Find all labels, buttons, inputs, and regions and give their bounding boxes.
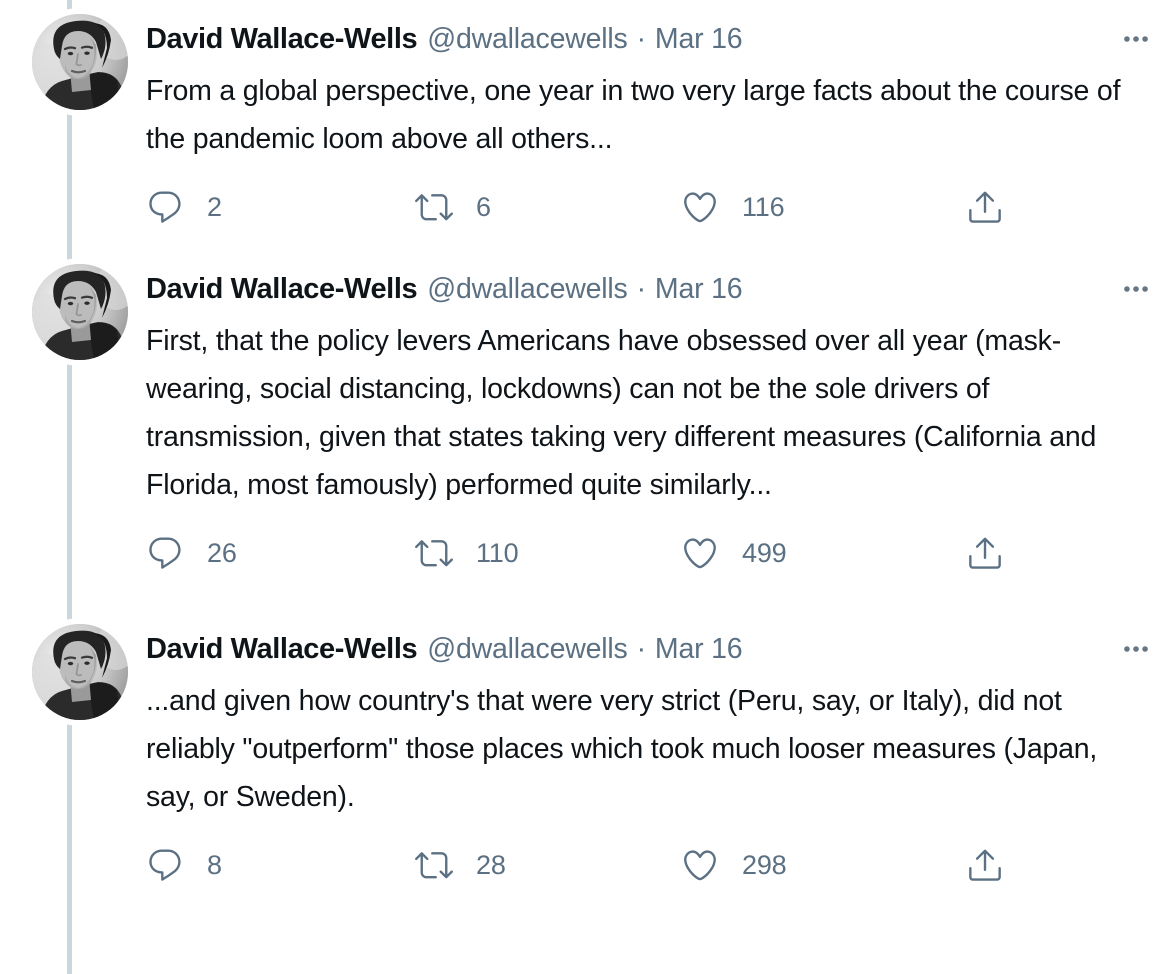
header-separator: ·	[636, 273, 647, 305]
action-bar: 26 110 499	[146, 532, 1012, 574]
tweet-date[interactable]: Mar 16	[654, 633, 743, 665]
avatar[interactable]	[32, 14, 128, 110]
like-button[interactable]: 298	[681, 846, 966, 884]
tweet-gutter	[32, 264, 128, 574]
retweet-count: 110	[476, 537, 519, 568]
share-button[interactable]	[966, 846, 1004, 884]
avatar[interactable]	[32, 264, 128, 360]
reply-icon	[146, 846, 184, 884]
tweet-text: ...and given how country's that were ver…	[146, 685, 1098, 813]
retweet-button[interactable]: 28	[415, 846, 681, 884]
like-count: 116	[742, 191, 785, 222]
retweet-icon	[415, 188, 453, 226]
retweet-button[interactable]: 110	[415, 534, 681, 572]
retweet-icon	[415, 534, 453, 572]
author-name[interactable]: David Wallace-Wells	[146, 23, 418, 55]
tweet-2[interactable]: David Wallace-Wells @dwallacewells · Mar…	[0, 264, 1176, 574]
more-button[interactable]	[1112, 630, 1158, 668]
author-handle[interactable]: @dwallacewells	[427, 633, 628, 665]
reply-icon	[146, 188, 184, 226]
reply-button[interactable]: 2	[146, 188, 415, 226]
author-handle[interactable]: @dwallacewells	[427, 23, 628, 55]
tweet-content: David Wallace-Wells @dwallacewells · Mar…	[146, 14, 1158, 228]
tweet-text: From a global perspective, one year in t…	[146, 75, 1121, 155]
share-up-arrow-icon	[966, 846, 1004, 884]
retweet-button[interactable]: 6	[415, 188, 681, 226]
reply-button[interactable]: 8	[146, 846, 415, 884]
tweet-3[interactable]: David Wallace-Wells @dwallacewells · Mar…	[0, 624, 1176, 886]
profile-photo-icon	[32, 624, 128, 720]
tweet-content: David Wallace-Wells @dwallacewells · Mar…	[146, 624, 1158, 886]
author-handle[interactable]: @dwallacewells	[427, 273, 628, 305]
retweet-count: 6	[476, 191, 491, 222]
action-bar: 8 28 298	[146, 844, 1012, 886]
reply-icon	[146, 534, 184, 572]
reply-count: 8	[207, 849, 222, 880]
reply-count: 26	[207, 537, 237, 568]
tweet-gutter	[32, 14, 128, 228]
like-button[interactable]: 116	[681, 188, 966, 226]
retweet-icon	[415, 846, 453, 884]
reply-count: 2	[207, 191, 222, 222]
three-dots-more-icon	[1114, 23, 1158, 55]
heart-icon	[681, 534, 719, 572]
more-button[interactable]	[1112, 20, 1158, 58]
reply-button[interactable]: 26	[146, 534, 415, 572]
author-name[interactable]: David Wallace-Wells	[146, 273, 418, 305]
share-up-arrow-icon	[966, 188, 1004, 226]
tweet-header: David Wallace-Wells @dwallacewells · Mar…	[146, 630, 1158, 668]
tweet-date[interactable]: Mar 16	[654, 273, 743, 305]
tweet-gutter	[32, 624, 128, 886]
tweet-1[interactable]: David Wallace-Wells @dwallacewells · Mar…	[0, 0, 1176, 228]
like-button[interactable]: 499	[681, 534, 966, 572]
tweet-date[interactable]: Mar 16	[654, 23, 743, 55]
share-button[interactable]	[966, 188, 1004, 226]
profile-photo-icon	[32, 14, 128, 110]
avatar[interactable]	[32, 624, 128, 720]
more-button[interactable]	[1112, 270, 1158, 308]
like-count: 298	[742, 849, 787, 880]
retweet-count: 28	[476, 849, 506, 880]
share-up-arrow-icon	[966, 534, 1004, 572]
author-name[interactable]: David Wallace-Wells	[146, 633, 418, 665]
share-button[interactable]	[966, 534, 1004, 572]
profile-photo-icon	[32, 264, 128, 360]
three-dots-more-icon	[1114, 273, 1158, 305]
header-separator: ·	[636, 633, 647, 665]
like-count: 499	[742, 537, 787, 568]
three-dots-more-icon	[1114, 633, 1158, 665]
heart-icon	[681, 846, 719, 884]
tweet-header: David Wallace-Wells @dwallacewells · Mar…	[146, 20, 1158, 58]
action-bar: 2 6 116	[146, 186, 1012, 228]
tweet-text: First, that the policy levers Americans …	[146, 325, 1097, 501]
heart-icon	[681, 188, 719, 226]
tweet-content: David Wallace-Wells @dwallacewells · Mar…	[146, 264, 1158, 574]
header-separator: ·	[636, 23, 647, 55]
thread-connector-line	[67, 0, 72, 974]
tweet-header: David Wallace-Wells @dwallacewells · Mar…	[146, 270, 1158, 308]
